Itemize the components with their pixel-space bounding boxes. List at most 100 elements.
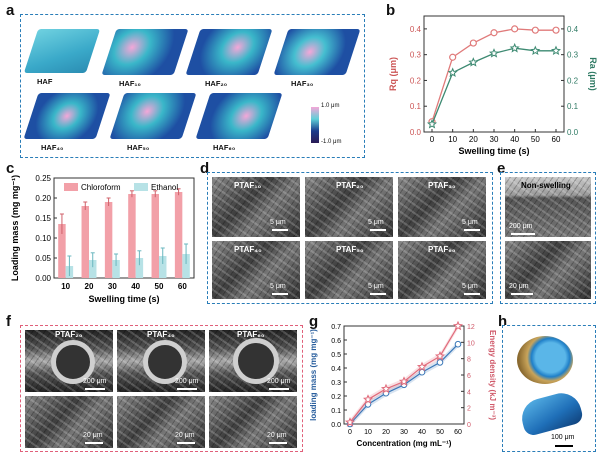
chart-c: 0.00 0.05 0.10 0.15 0.20 0.25 10 20 30 40 50 60 Chlo… (10, 174, 195, 304)
sem-label: PTAF₄₀ (147, 330, 175, 339)
panel-label-g: g (309, 313, 319, 330)
sample-label: HAF₂₀ (205, 79, 228, 88)
scale-label: 5 μm (368, 283, 384, 290)
x-tick-label: 40 (510, 135, 519, 144)
data-point-Energy density (380, 383, 392, 394)
scale-label: 5 μm (462, 219, 478, 226)
sample-label: HAF₅₀ (127, 143, 150, 152)
sem-ptaf10 (212, 177, 300, 237)
y-tick-label: 0.20 (35, 194, 51, 203)
x-tick-label: 20 (85, 282, 94, 291)
y-right-axis-label: Ra (μm) (588, 57, 598, 91)
y-tick-label: 0.0 (410, 128, 422, 137)
y-tick-label: 0.3 (410, 51, 422, 60)
y-tick-label: 0.3 (331, 380, 341, 387)
y-right-tick-label: 8 (467, 357, 471, 364)
data-point-Energy density (434, 350, 446, 361)
data-point-loading mass (436, 359, 444, 366)
scale-label: 200 μm (509, 223, 533, 230)
scale-bar (370, 229, 386, 231)
data-point-Rq (531, 26, 539, 34)
y-right-tick-label: 2 (467, 406, 471, 413)
x-tick-label: 20 (382, 429, 390, 436)
y-tick-label: 0.4 (410, 25, 422, 34)
data-point-loading mass (454, 340, 462, 348)
y-tick-label: 0.4 (331, 366, 341, 373)
scale-label: 5 μm (270, 219, 286, 226)
scale-label: 200 μm (175, 378, 199, 385)
panel-label-b: b (386, 2, 396, 19)
scale-bar (555, 445, 573, 447)
y-right-tick-label: 4 (467, 389, 471, 396)
y-tick-label: 0.5 (331, 352, 341, 359)
chart-g: 0.0 0.1 0.2 0.3 0.4 0.5 0.6 0.7 0 2 4 6 8 10 12 0 10 20 30… (309, 320, 497, 448)
sem-label: PTAF₂₀ (336, 181, 364, 190)
sem-non-swelling (505, 177, 591, 237)
sem-cross-section-1 (25, 396, 113, 448)
surface-haf50 (109, 93, 197, 139)
data-point-Ra (530, 45, 541, 56)
y-right-tick-label: 0.4 (567, 25, 579, 34)
scale-bar (464, 229, 480, 231)
sem-swelling-cross-section (505, 241, 591, 299)
bar-Ethanol (159, 256, 167, 278)
y-right-tick-label: 12 (467, 324, 475, 331)
panel-label-f: f (6, 313, 11, 330)
scale-label: 200 μm (267, 378, 291, 385)
colorbar-min-label: -1.0 μm (321, 139, 342, 145)
y-tick-label: 0.7 (331, 324, 341, 331)
sem-label: PTAF₅₀ (336, 245, 364, 254)
data-point-Ra (509, 42, 520, 53)
scale-bar (85, 442, 103, 444)
panel-d: PTAF₁₀ 5 μm PTAF₂₀ 5 μm PTAF₃₀ 5 μm PTAF… (207, 172, 493, 304)
bar-Chloroform (81, 206, 89, 278)
y-axis-label: Rq (μm) (388, 57, 398, 91)
series-band-Energy density (350, 323, 458, 426)
scale-bar (269, 388, 289, 390)
x-axis-label: Swelling time (s) (88, 294, 159, 304)
bar-Chloroform (58, 224, 66, 278)
panel-label-a: a (6, 2, 15, 19)
data-point-Ra (447, 67, 458, 77)
data-point-Rq (449, 53, 457, 61)
sample-label: HAF₁₀ (119, 79, 141, 88)
x-tick-label: 30 (108, 282, 117, 291)
surface-haf60 (195, 93, 283, 139)
scale-label: 5 μm (270, 283, 286, 290)
x-tick-label: 60 (454, 429, 462, 436)
y-tick-label: 0.10 (35, 234, 51, 243)
scale-label: 200 μm (83, 378, 107, 385)
y-right-tick-label: 0.2 (567, 76, 579, 85)
x-tick-label: 10 (61, 282, 70, 291)
y-axis-label: loading mass (mg mg⁻¹) (309, 329, 318, 421)
sem-label: PTAF₂₀ (55, 330, 83, 339)
scale-bar (269, 442, 287, 444)
bar-Ethanol (135, 258, 144, 278)
y-tick-label: 0.25 (35, 174, 51, 183)
sem-cross-section-3 (209, 396, 297, 448)
tube-model-top (517, 336, 573, 384)
x-tick-label: 40 (418, 429, 426, 436)
x-tick-label: 50 (436, 429, 444, 436)
surface-haf40 (23, 93, 111, 139)
legend-label-Ethanol: Ethanol (151, 183, 178, 192)
sem-ptaf60 (398, 241, 486, 299)
tube-ring (51, 340, 95, 384)
y-right-tick-label: 6 (467, 373, 471, 380)
data-point-Rq (511, 25, 519, 33)
tube-ring (233, 338, 279, 384)
data-point-Ra (551, 45, 561, 56)
x-axis-label: Swelling time (s) (458, 146, 529, 156)
sem-label: PTAF₆₀ (428, 245, 456, 254)
bar-Ethanol (89, 260, 97, 278)
sem-ptaf20 (305, 177, 393, 237)
bar-Chloroform (104, 202, 113, 278)
scale-label: 20 μm (175, 432, 195, 439)
scale-bar (272, 229, 288, 231)
data-point-loading mass (418, 368, 426, 376)
scale-bar (511, 233, 535, 235)
colorbar-max-label: 1.0 μm (321, 103, 340, 109)
data-point-Rq (490, 29, 498, 37)
x-tick-label: 0 (430, 135, 435, 144)
y-tick-label: 0.2 (331, 394, 341, 401)
